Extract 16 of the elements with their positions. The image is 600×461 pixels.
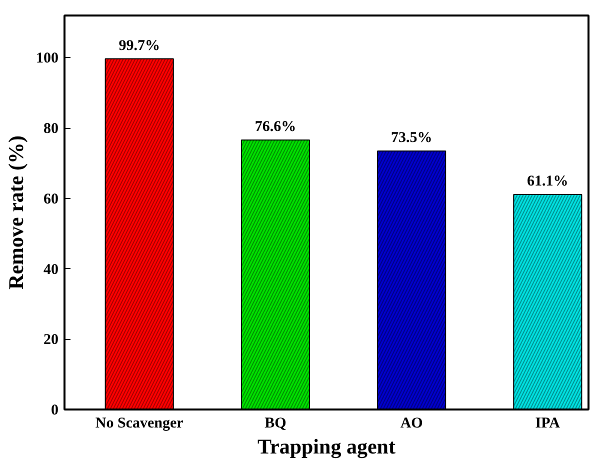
- y-tick-label: 100: [36, 50, 58, 67]
- data-label: 73.5%: [390, 130, 432, 146]
- y-tick-label: 60: [44, 191, 58, 208]
- y-axis-title: Remove rate (%): [4, 136, 28, 290]
- y-tick-label: 80: [44, 121, 58, 138]
- data-label: 76.6%: [254, 119, 296, 136]
- x-tick-label: IPA: [535, 416, 560, 432]
- y-tick-label: 40: [44, 262, 58, 278]
- data-label: 99.7%: [118, 38, 160, 54]
- data-label: 61.1%: [527, 174, 568, 190]
- x-tick-label: BQ: [264, 416, 287, 432]
- y-tick-label: 20: [44, 332, 58, 348]
- y-tick-label: 0: [51, 402, 58, 418]
- x-tick-label: No Scavenger: [95, 416, 184, 432]
- x-axis-title: Trapping agent: [258, 434, 396, 458]
- x-tick-label: AO: [400, 416, 423, 432]
